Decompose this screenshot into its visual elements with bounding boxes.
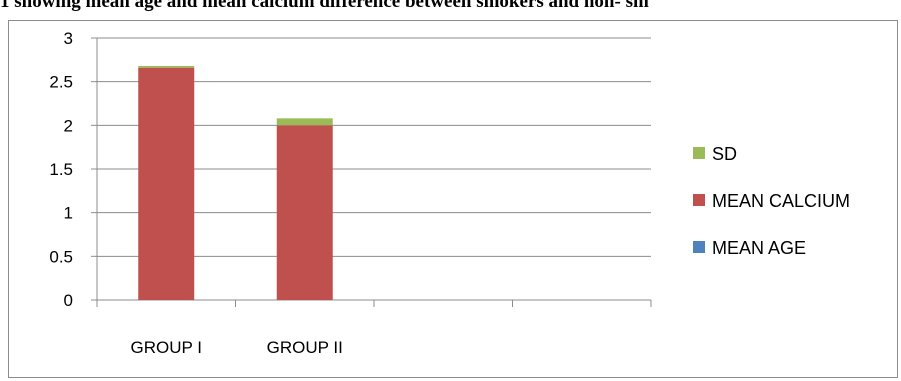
y-tick-label: 0 bbox=[64, 291, 73, 310]
figure-caption: 1 showing mean age and mean calcium diff… bbox=[0, 0, 649, 12]
bar-sd bbox=[276, 118, 333, 126]
y-tick-label: 3 bbox=[64, 29, 73, 48]
legend-label: SD bbox=[712, 144, 737, 164]
y-tick-label: 0.5 bbox=[49, 247, 73, 266]
bars bbox=[138, 65, 333, 301]
y-tick-label: 2 bbox=[64, 116, 73, 135]
y-tick-label: 2.5 bbox=[49, 73, 73, 92]
y-axis: 0 0.5 1 1.5 2 2.5 3 bbox=[49, 29, 98, 310]
legend-swatch bbox=[693, 194, 705, 206]
bar-mean-calcium bbox=[138, 67, 195, 301]
y-tick-label: 1 bbox=[64, 204, 73, 223]
legend-label: MEAN AGE bbox=[712, 238, 806, 258]
legend-swatch bbox=[693, 241, 705, 253]
x-tick-label: GROUP II bbox=[267, 338, 343, 357]
bar-mean-calcium bbox=[276, 125, 333, 300]
legend-label: MEAN CALCIUM bbox=[712, 191, 850, 211]
legend-swatch bbox=[693, 147, 705, 159]
bar-sd bbox=[138, 65, 195, 68]
legend: SD MEAN CALCIUM MEAN AGE bbox=[693, 144, 850, 258]
x-tick-label: GROUP I bbox=[131, 338, 202, 357]
x-axis: GROUP I GROUP II bbox=[96, 299, 652, 357]
y-tick-label: 1.5 bbox=[49, 160, 73, 179]
